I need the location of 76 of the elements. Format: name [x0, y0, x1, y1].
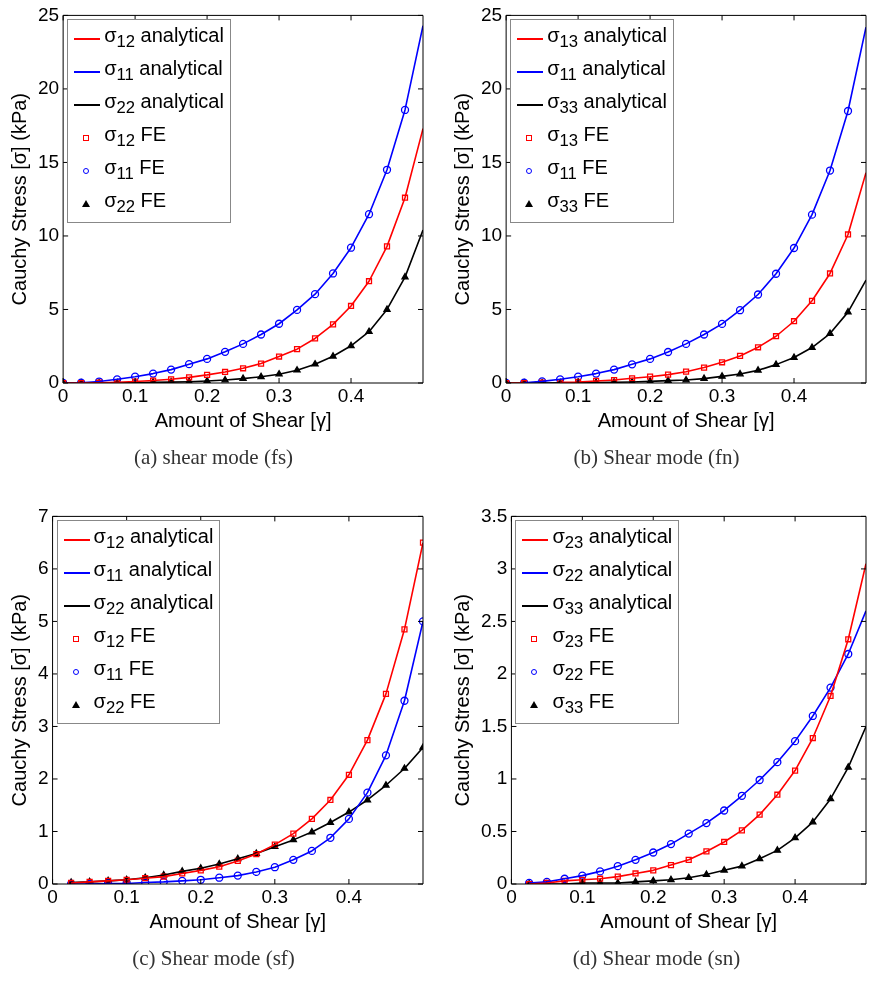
y-tick-label: 5	[37, 609, 49, 631]
text: (a) shear mode (fs)	[133, 444, 294, 469]
y-axis-title: Cauchy Stress [σ] (kPa)	[7, 594, 30, 807]
legend-label: σ$_{33}$ FE	[547, 188, 610, 219]
legend-label: σ$_{13}$ FE	[547, 122, 610, 153]
y-tick-label: 5	[491, 297, 503, 319]
x-tick-label: 0.3	[710, 885, 738, 907]
y-tick-label: 4	[37, 662, 49, 684]
y-axis-title: Cauchy Stress [σ] (kPa)	[7, 93, 30, 306]
text: (c) Shear mode (sf)	[132, 945, 295, 970]
y-tick-label: 3	[496, 557, 508, 579]
legend-label: σ$_{22}$ FE	[93, 689, 156, 720]
text: (d) Shear mode (sn)	[572, 945, 741, 970]
legend-label: σ$_{11}$ FE	[547, 155, 608, 186]
legend-label: σ$_{12}$ FE	[93, 623, 156, 654]
legend-label: σ$_{11}$ analytical	[93, 557, 213, 588]
legend-label: σ$_{12}$ FE	[104, 122, 167, 153]
y-tick-label: 2	[496, 662, 508, 684]
y-axis-title: Cauchy Stress [σ] (kPa)	[450, 594, 473, 807]
x-axis-title: Amount of Shear [γ]	[149, 910, 327, 933]
y-tick-label: 10	[37, 224, 60, 246]
legend-label: σ$_{22}$ FE	[104, 188, 167, 219]
y-tick-label: 6	[37, 557, 49, 579]
x-axis-title: Amount of Shear [γ]	[154, 409, 332, 432]
y-tick-label: 15	[480, 150, 503, 172]
legend-label: σ$_{11}$ analytical	[547, 56, 666, 87]
legend-label: σ$_{23}$ analytical	[552, 524, 673, 555]
y-tick-label: 25	[480, 3, 503, 25]
y-tick-label: 20	[37, 77, 60, 99]
text: (b) Shear mode (fn)	[573, 444, 740, 469]
legend-label: σ$_{22}$ analytical	[93, 590, 214, 621]
y-tick-label: 3	[37, 714, 49, 736]
legend-label: σ$_{11}$ FE	[93, 656, 155, 687]
legend-label: σ$_{22}$ FE	[552, 656, 615, 687]
x-tick-label: 0.1	[569, 885, 596, 907]
y-axis-title: Cauchy Stress [σ] (kPa)	[450, 93, 473, 306]
legend-label: σ$_{33}$ analytical	[547, 89, 667, 120]
legend-label: σ$_{12}$ analytical	[93, 524, 214, 555]
y-tick-label: 7	[37, 504, 49, 526]
x-tick-label: 0.2	[640, 885, 667, 907]
y-tick-label: 0.5	[480, 819, 508, 841]
x-tick-label: 0.4	[335, 885, 363, 907]
x-tick-label: 0.4	[337, 384, 365, 406]
x-axis-title: Amount of Shear [γ]	[597, 409, 775, 432]
y-tick-label: 1	[496, 767, 508, 789]
legend-label: σ$_{33}$ FE	[552, 689, 615, 720]
x-tick-label: 0.1	[564, 384, 592, 406]
x-axis-title: Amount of Shear [γ]	[600, 910, 778, 933]
x-tick-label: 0.4	[780, 384, 808, 406]
x-tick-label: 0.1	[121, 384, 149, 406]
y-tick-label: 1	[37, 819, 49, 841]
legend-label: σ$_{33}$ analytical	[552, 590, 673, 621]
x-tick-label: 0.2	[193, 384, 221, 406]
y-tick-label: 20	[480, 77, 503, 99]
x-tick-label: 0.4	[781, 885, 809, 907]
legend-label: σ$_{13}$ analytical	[547, 23, 667, 54]
legend-label: σ$_{22}$ analytical	[104, 89, 224, 120]
y-tick-label: 5	[48, 297, 60, 319]
y-tick-label: 1.5	[480, 714, 508, 736]
y-tick-label: 10	[480, 224, 503, 246]
y-tick-label: 3.5	[480, 504, 508, 526]
legend-label: σ$_{11}$ FE	[104, 155, 165, 186]
x-tick-label: 0.2	[187, 885, 214, 907]
x-tick-label: 0.3	[265, 384, 293, 406]
x-tick-label: 0.3	[708, 384, 736, 406]
x-tick-label: 0.1	[113, 885, 140, 907]
y-tick-label: 25	[37, 3, 60, 25]
legend-label: σ$_{11}$ analytical	[104, 56, 223, 87]
x-tick-label: 0.3	[261, 885, 289, 907]
y-tick-label: 2.5	[480, 609, 508, 631]
legend-label: σ$_{12}$ analytical	[104, 23, 224, 54]
y-tick-label: 15	[37, 150, 60, 172]
legend-label: σ$_{22}$ analytical	[552, 557, 673, 588]
legend-label: σ$_{23}$ FE	[552, 623, 615, 654]
y-tick-label: 2	[37, 767, 49, 789]
x-tick-label: 0.2	[636, 384, 664, 406]
